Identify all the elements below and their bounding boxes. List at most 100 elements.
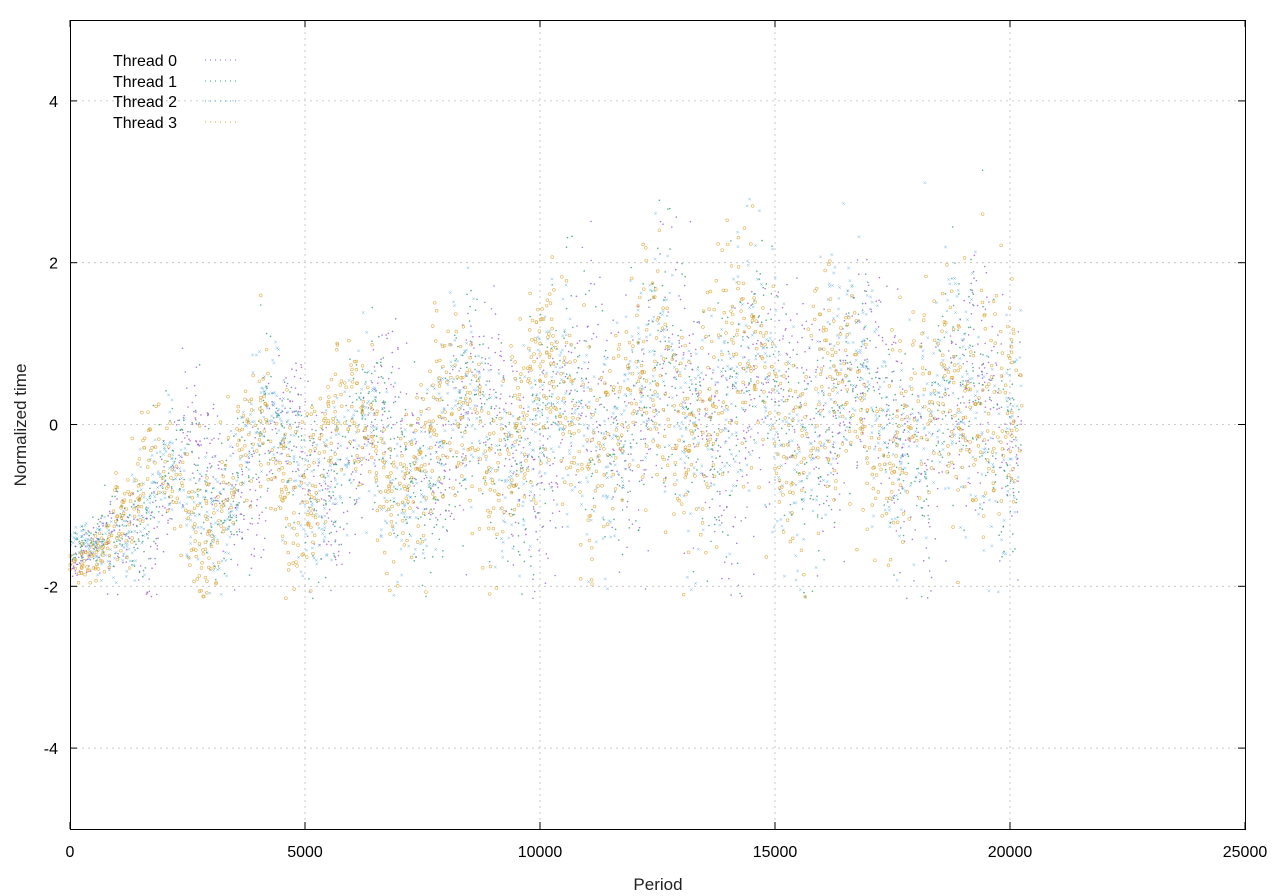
data-point bbox=[237, 476, 239, 479]
data-point bbox=[900, 454, 904, 458]
data-point bbox=[731, 385, 734, 388]
data-point bbox=[1006, 443, 1009, 445]
data-point bbox=[617, 382, 619, 384]
data-point bbox=[630, 266, 633, 269]
data-point bbox=[646, 452, 648, 455]
data-point bbox=[253, 452, 255, 455]
data-point bbox=[322, 440, 326, 444]
data-point bbox=[339, 496, 343, 500]
data-point bbox=[886, 403, 888, 406]
data-point bbox=[937, 428, 941, 432]
data-point bbox=[214, 477, 218, 481]
data-point bbox=[944, 330, 948, 334]
data-point bbox=[570, 294, 573, 297]
data-point bbox=[684, 402, 686, 404]
data-point bbox=[564, 410, 566, 413]
data-point bbox=[764, 287, 766, 290]
data-point bbox=[182, 417, 186, 421]
data-point bbox=[416, 506, 418, 509]
data-point bbox=[467, 412, 469, 415]
data-point bbox=[229, 516, 232, 518]
data-point bbox=[501, 519, 505, 523]
data-point bbox=[579, 417, 581, 420]
data-point bbox=[925, 368, 927, 371]
data-point bbox=[612, 496, 614, 498]
data-point bbox=[846, 391, 849, 393]
data-point bbox=[77, 541, 81, 545]
data-point bbox=[590, 475, 593, 478]
data-point bbox=[780, 524, 784, 528]
data-point bbox=[465, 362, 467, 365]
data-point bbox=[605, 430, 607, 433]
data-point bbox=[576, 407, 579, 410]
data-point bbox=[711, 498, 714, 500]
data-point bbox=[502, 376, 505, 379]
data-point bbox=[944, 245, 947, 249]
data-point bbox=[660, 467, 663, 470]
data-point bbox=[691, 383, 693, 385]
data-point bbox=[245, 466, 248, 468]
data-point bbox=[297, 393, 300, 395]
data-point bbox=[864, 359, 866, 361]
data-point bbox=[911, 538, 914, 541]
data-point bbox=[300, 451, 303, 453]
data-point bbox=[223, 504, 227, 508]
data-point bbox=[536, 538, 539, 541]
data-point bbox=[835, 369, 837, 372]
data-point bbox=[428, 480, 431, 482]
data-point bbox=[334, 519, 338, 523]
data-point bbox=[488, 437, 491, 440]
data-point bbox=[271, 391, 275, 395]
data-point bbox=[815, 371, 817, 373]
data-point bbox=[358, 457, 360, 459]
data-point bbox=[300, 366, 303, 369]
data-point bbox=[586, 480, 590, 484]
data-point bbox=[590, 450, 592, 453]
data-point bbox=[866, 258, 868, 261]
data-point bbox=[435, 523, 438, 526]
data-point bbox=[82, 528, 86, 532]
data-point bbox=[310, 469, 314, 473]
data-point bbox=[760, 382, 763, 384]
data-point bbox=[647, 448, 650, 451]
data-point bbox=[87, 529, 89, 532]
data-point bbox=[640, 395, 644, 399]
data-point bbox=[964, 310, 968, 314]
data-point bbox=[439, 444, 441, 447]
data-point bbox=[901, 442, 905, 446]
data-point bbox=[641, 347, 645, 351]
data-point bbox=[555, 475, 558, 477]
data-point bbox=[994, 473, 997, 476]
data-point bbox=[189, 518, 193, 522]
data-point bbox=[330, 469, 333, 471]
data-point bbox=[354, 470, 358, 474]
data-point bbox=[529, 490, 533, 494]
data-point bbox=[178, 478, 181, 481]
data-point bbox=[381, 414, 384, 416]
data-point bbox=[813, 468, 815, 470]
data-point bbox=[711, 368, 715, 372]
data-point bbox=[731, 387, 734, 390]
data-point bbox=[344, 436, 347, 438]
data-point bbox=[584, 293, 587, 296]
data-point bbox=[835, 386, 837, 389]
data-point bbox=[272, 402, 276, 406]
data-point bbox=[981, 370, 984, 373]
data-point bbox=[210, 522, 212, 525]
data-point bbox=[471, 371, 473, 374]
data-point bbox=[670, 226, 673, 228]
data-point bbox=[480, 405, 483, 408]
data-point bbox=[171, 463, 175, 467]
data-point bbox=[720, 514, 723, 517]
data-point bbox=[107, 568, 111, 572]
data-point bbox=[654, 380, 656, 382]
data-point bbox=[663, 360, 666, 363]
data-point bbox=[351, 416, 355, 420]
data-point bbox=[708, 506, 711, 509]
data-point bbox=[797, 395, 801, 398]
data-point bbox=[720, 370, 724, 374]
data-point bbox=[532, 573, 535, 576]
data-point bbox=[168, 502, 172, 506]
data-point bbox=[88, 534, 90, 537]
data-point bbox=[832, 385, 836, 389]
